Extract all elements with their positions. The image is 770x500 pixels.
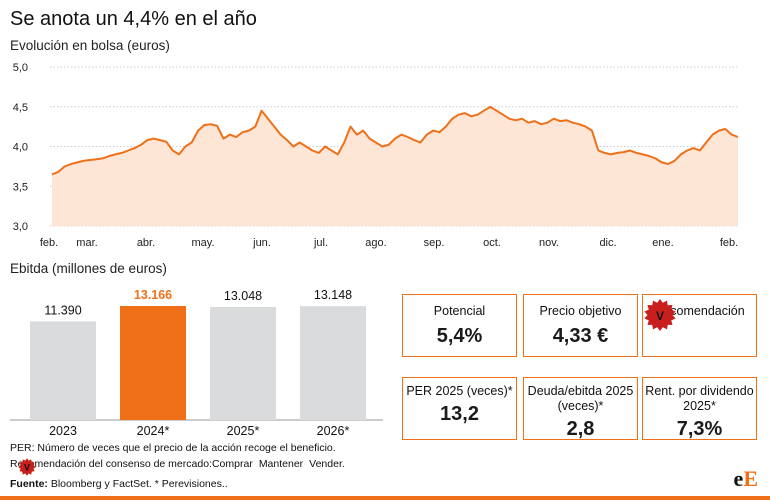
bar-category-label: 2025* (227, 424, 260, 438)
price-area (52, 106, 738, 226)
legend-hold: M Mantener (18, 458, 304, 476)
bar (30, 321, 96, 420)
x-tick-label: jul. (313, 237, 328, 249)
bar-category-label: 2023 (49, 424, 77, 438)
sell-badge-letter: V (656, 309, 664, 323)
line-chart: 3,0 3,5 4,0 4,5 5,0 feb. mar. abr. may. jun. jul. a… (13, 62, 739, 249)
source-label: Fuente: (10, 478, 48, 490)
y-tick-label: 4,0 (13, 142, 28, 154)
card-precio-objetivo: Precio objetivo 4,33 € (523, 294, 638, 357)
card-deuda-ebitda: Deuda/ebitda 2025 (veces)* 2,8 (523, 377, 638, 440)
brand-logo: eE (733, 466, 758, 491)
card-per: PER 2025 (veces)* 13,2 (402, 377, 517, 440)
x-tick-label: ene. (652, 237, 673, 249)
bar-chart: 11.390 2023 13.166 2024* 13.048 2025* 13.148 20… (10, 288, 383, 438)
card-label: Deuda/ebitda 2025 (veces)* (527, 384, 634, 413)
consensus-legend: Recomendación del consenso de mercado: C… (10, 458, 351, 476)
x-tick-label: feb. (40, 237, 58, 249)
bar-value-label: 11.390 (44, 303, 81, 317)
source-text: Bloomberg y FactSet. * Perevisiones.. (50, 478, 228, 490)
sell-small-badge-icon: V (18, 458, 36, 476)
card-label: PER 2025 (veces)* (406, 384, 513, 398)
x-tick-label: abr. (137, 237, 155, 249)
bar-value-label: 13.048 (224, 289, 262, 303)
card-recomendacion: Recomendación V (642, 294, 757, 357)
card-potencial: Potencial 5,4% (402, 294, 517, 357)
bar-category-label: 2026* (317, 424, 350, 438)
card-value: 2,8 (566, 418, 595, 440)
y-tick-label: 4,5 (13, 102, 28, 114)
per-note: PER: Número de veces que el precio de la… (10, 442, 336, 454)
x-tick-label: feb. (720, 237, 738, 249)
y-tick-label: 3,5 (13, 181, 28, 193)
y-tick-label: 3,0 (13, 221, 28, 233)
bottom-accent-bar (0, 496, 770, 500)
x-tick-label: nov. (539, 237, 559, 249)
card-label: Potencial (433, 304, 486, 318)
legend-buy: C Comprar (18, 458, 253, 476)
card-label: Precio objetivo (539, 304, 622, 318)
legend-sell: V Vender. (18, 458, 345, 476)
consensus-label: Recomendación del consenso de mercado: (10, 458, 212, 470)
source-note: Fuente: Bloomberg y FactSet. * Perevisio… (10, 478, 228, 490)
line-chart-subtitle: Evolución en bolsa (euros) (10, 38, 170, 53)
x-tick-label: mar. (76, 237, 97, 249)
card-label: Rent. por dividendo 2025* (645, 384, 754, 413)
bar-category-label: 2024* (137, 424, 170, 438)
page-title: Se anota un 4,4% en el año (10, 8, 257, 30)
y-tick-label: 5,0 (13, 62, 28, 74)
sell-badge-icon: V (644, 299, 676, 331)
card-value: 7,3% (676, 418, 723, 440)
bar-value-label: 13.148 (314, 288, 352, 302)
card-value: 13,2 (440, 403, 479, 425)
bar-value-label: 13.166 (134, 288, 172, 302)
x-tick-label: ago. (365, 237, 386, 249)
card-value: 4,33 € (552, 325, 609, 347)
x-tick-label: may. (191, 237, 214, 249)
legend-hold-label: Mantener (258, 458, 304, 470)
x-tick-label: jun. (252, 237, 271, 249)
x-tick-label: sep. (424, 237, 445, 249)
card-value: 5,4% (436, 325, 483, 347)
card-dividendo: Rent. por dividendo 2025* 7,3% (642, 377, 757, 440)
bar (210, 307, 276, 420)
sell-small-badge-letter: V (24, 463, 30, 473)
legend-buy-label: Comprar (211, 458, 253, 470)
legend-sell-label: Vender. (309, 458, 345, 470)
bar (300, 306, 366, 420)
x-tick-label: dic. (599, 237, 616, 249)
x-tick-label: oct. (483, 237, 501, 249)
price-line (51, 105, 739, 176)
card-label: Recomendación (654, 304, 745, 318)
bar-chart-subtitle: Ebitda (millones de euros) (10, 261, 167, 276)
bar (120, 306, 186, 420)
